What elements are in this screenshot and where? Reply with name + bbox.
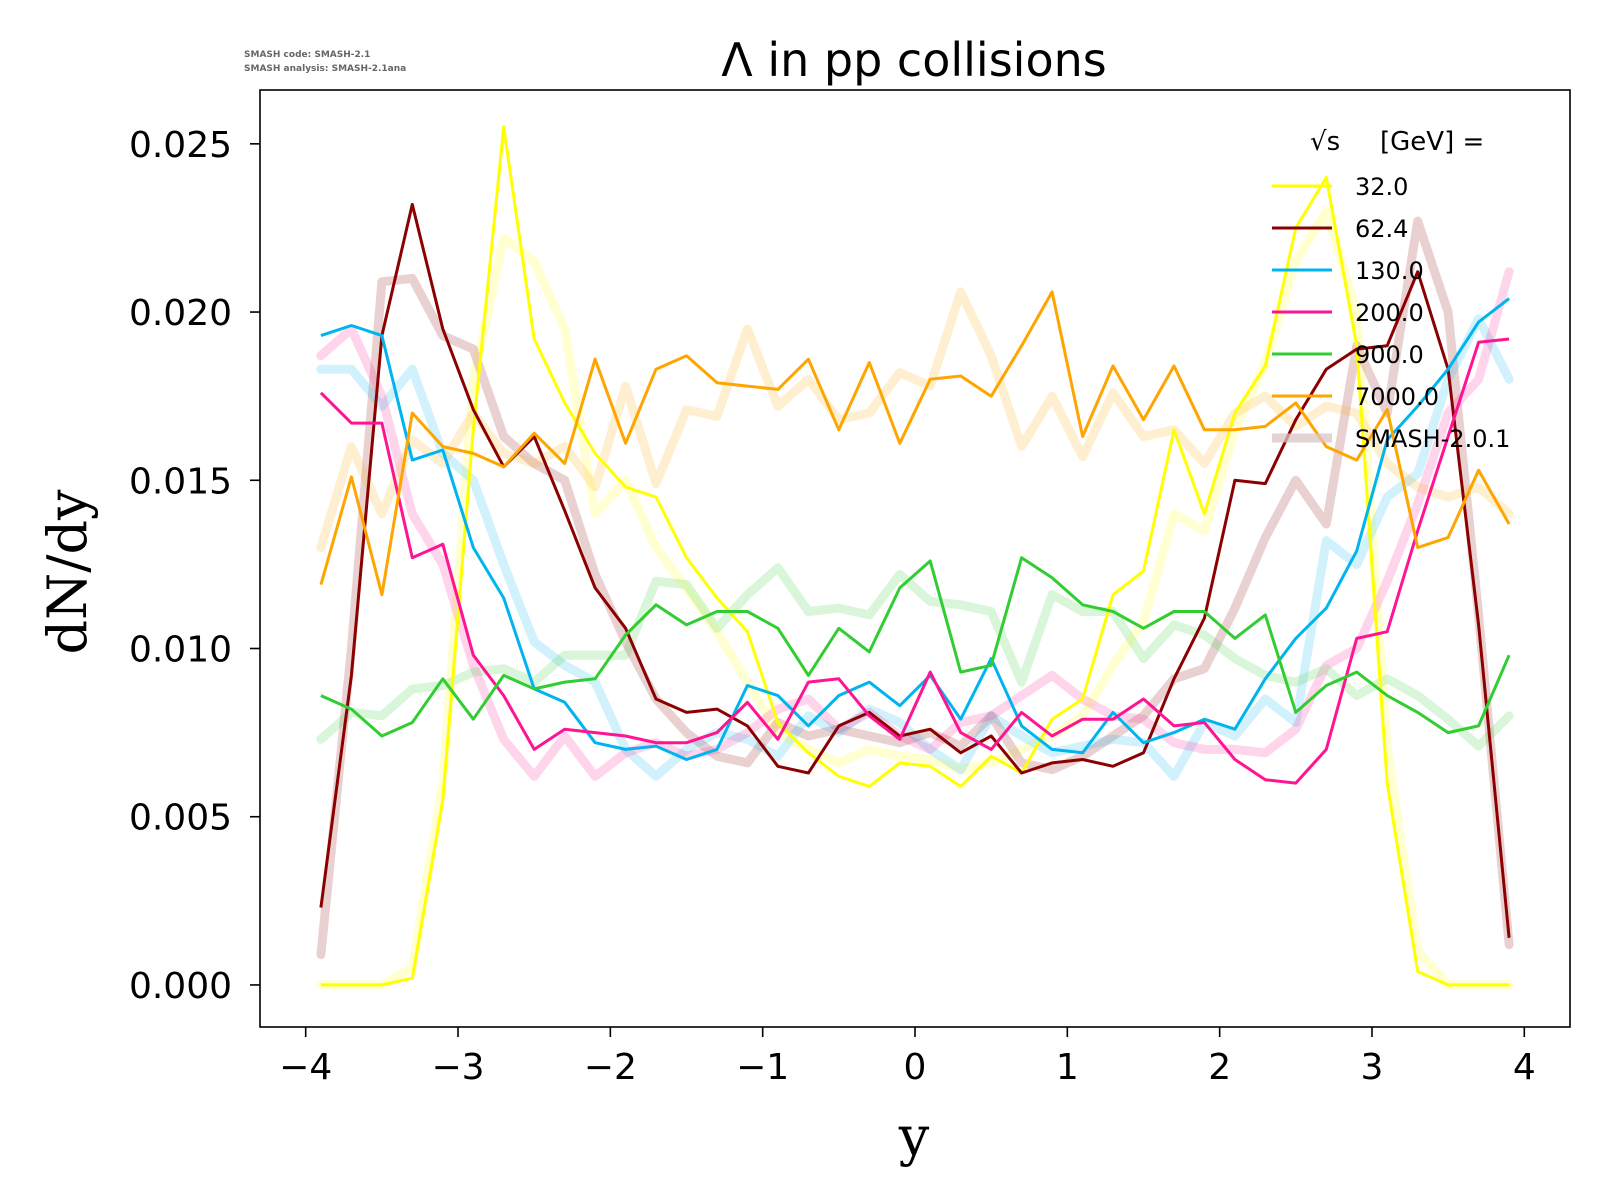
series-line-900-0 bbox=[320, 556, 1511, 738]
y-tick-label: 0.015 bbox=[129, 461, 232, 502]
legend-label: SMASH-2.0.1 bbox=[1355, 425, 1510, 453]
reference-line-130-0 bbox=[316, 314, 1514, 781]
y-tick-label: 0.010 bbox=[129, 629, 232, 670]
x-tick-label: 0 bbox=[904, 1047, 927, 1088]
legend-label: 200.0 bbox=[1355, 299, 1424, 327]
x-axis: −4 −3 −2 −1 0 1 2 3 4 bbox=[279, 1027, 1536, 1088]
y-tick-label: 0.025 bbox=[129, 125, 232, 166]
legend-label: 32.0 bbox=[1355, 173, 1408, 201]
x-tick-label: −3 bbox=[431, 1047, 484, 1088]
legend-title-unit: [GeV] = bbox=[1380, 127, 1484, 157]
x-tick-label: −4 bbox=[279, 1047, 332, 1088]
series-line-32-0 bbox=[320, 125, 1510, 987]
y-axis-label: dN/dy bbox=[36, 489, 99, 655]
legend-label: 7000.0 bbox=[1355, 383, 1439, 411]
reference-line-900-0 bbox=[316, 563, 1514, 751]
series-line-7000-0 bbox=[319, 290, 1511, 597]
legend: √s [GeV] = 32.0 62.4 130.0 200.0 900.0 7000.0… bbox=[1272, 127, 1510, 453]
series-line-200-0 bbox=[319, 337, 1510, 785]
x-tick-label: 4 bbox=[1513, 1047, 1536, 1088]
x-axis-label: y bbox=[898, 1105, 930, 1168]
legend-label: 62.4 bbox=[1355, 215, 1408, 243]
y-tick-label: 0.000 bbox=[129, 966, 232, 1007]
annotation-smash-analysis: SMASH analysis: SMASH-2.1ana bbox=[244, 64, 406, 74]
x-tick-label: −1 bbox=[736, 1047, 789, 1088]
x-tick-label: −2 bbox=[584, 1047, 637, 1088]
y-tick-label: 0.020 bbox=[129, 293, 232, 334]
legend-label: 900.0 bbox=[1355, 341, 1424, 369]
annotation-smash-code: SMASH code: SMASH-2.1 bbox=[244, 50, 370, 60]
reference-line-32-0 bbox=[316, 206, 1514, 990]
reference-line-7000-0 bbox=[316, 287, 1514, 553]
legend-title-sqrt: √s bbox=[1310, 127, 1340, 157]
legend-items: 32.0 62.4 130.0 200.0 900.0 7000.0 SMASH-2.0.1 bbox=[1272, 173, 1510, 453]
series-group bbox=[319, 125, 1511, 987]
chart-title: Λ in pp collisions bbox=[721, 33, 1106, 87]
legend-label: 130.0 bbox=[1355, 257, 1424, 285]
x-tick-label: 3 bbox=[1361, 1047, 1384, 1088]
y-tick-label: 0.005 bbox=[129, 798, 232, 839]
x-tick-label: 1 bbox=[1056, 1047, 1079, 1088]
series-line-130-0 bbox=[320, 297, 1511, 761]
x-tick-label: 2 bbox=[1208, 1047, 1231, 1088]
y-axis: 0.000 0.005 0.010 0.015 0.020 0.025 bbox=[129, 125, 260, 1007]
